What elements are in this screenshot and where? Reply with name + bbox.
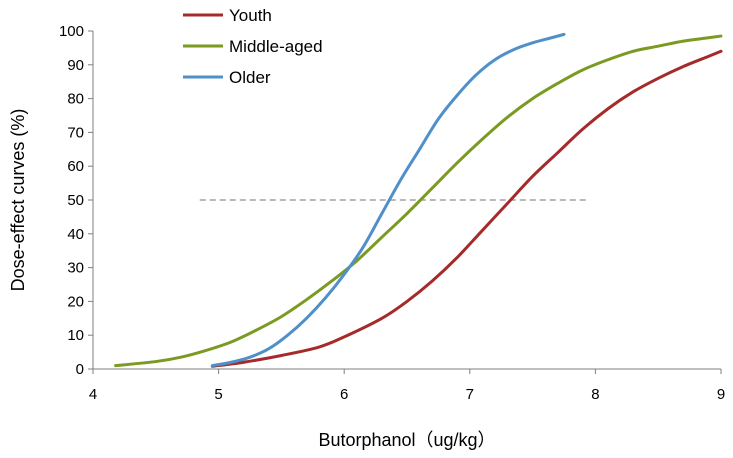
- x-tick-label: 6: [340, 386, 348, 403]
- legend: Youth Middle-aged Older: [183, 6, 323, 87]
- x-tick-label: 4: [89, 386, 97, 403]
- series-group: [114, 32, 723, 368]
- y-tick-label: 90: [67, 57, 84, 74]
- y-tick-label: 20: [67, 293, 84, 310]
- x-tick-label: 5: [214, 386, 222, 403]
- y-tick-label: 10: [67, 327, 84, 344]
- legend-label-youth: Youth: [229, 6, 272, 25]
- axes: 0 10 20 30 40 50 60 70 80 90 100 4 5 6 7 8 9: [59, 23, 725, 403]
- y-tick-label: 70: [67, 124, 84, 141]
- series-line-middle-aged: [114, 34, 723, 368]
- y-tick-label: 40: [67, 226, 84, 243]
- y-axis-title: Dose-effect curves (%): [8, 109, 28, 292]
- y-tick-label: 0: [76, 361, 84, 378]
- x-tick-label: 8: [591, 386, 599, 403]
- x-tick-label: 9: [717, 386, 725, 403]
- y-tick-label: 60: [67, 158, 84, 175]
- legend-label-middle-aged: Middle-aged: [229, 37, 323, 56]
- legend-label-older: Older: [229, 68, 271, 87]
- y-tick-label: 30: [67, 260, 84, 277]
- series-line-youth: [210, 49, 723, 368]
- x-tick-label: 7: [466, 386, 474, 403]
- y-tick-label: 100: [59, 23, 84, 40]
- x-axis-title: Butorphanol（ug/kg）: [318, 430, 495, 450]
- y-tick-label: 80: [67, 91, 84, 108]
- y-tick-label: 50: [67, 192, 84, 209]
- series-line-older: [210, 32, 566, 368]
